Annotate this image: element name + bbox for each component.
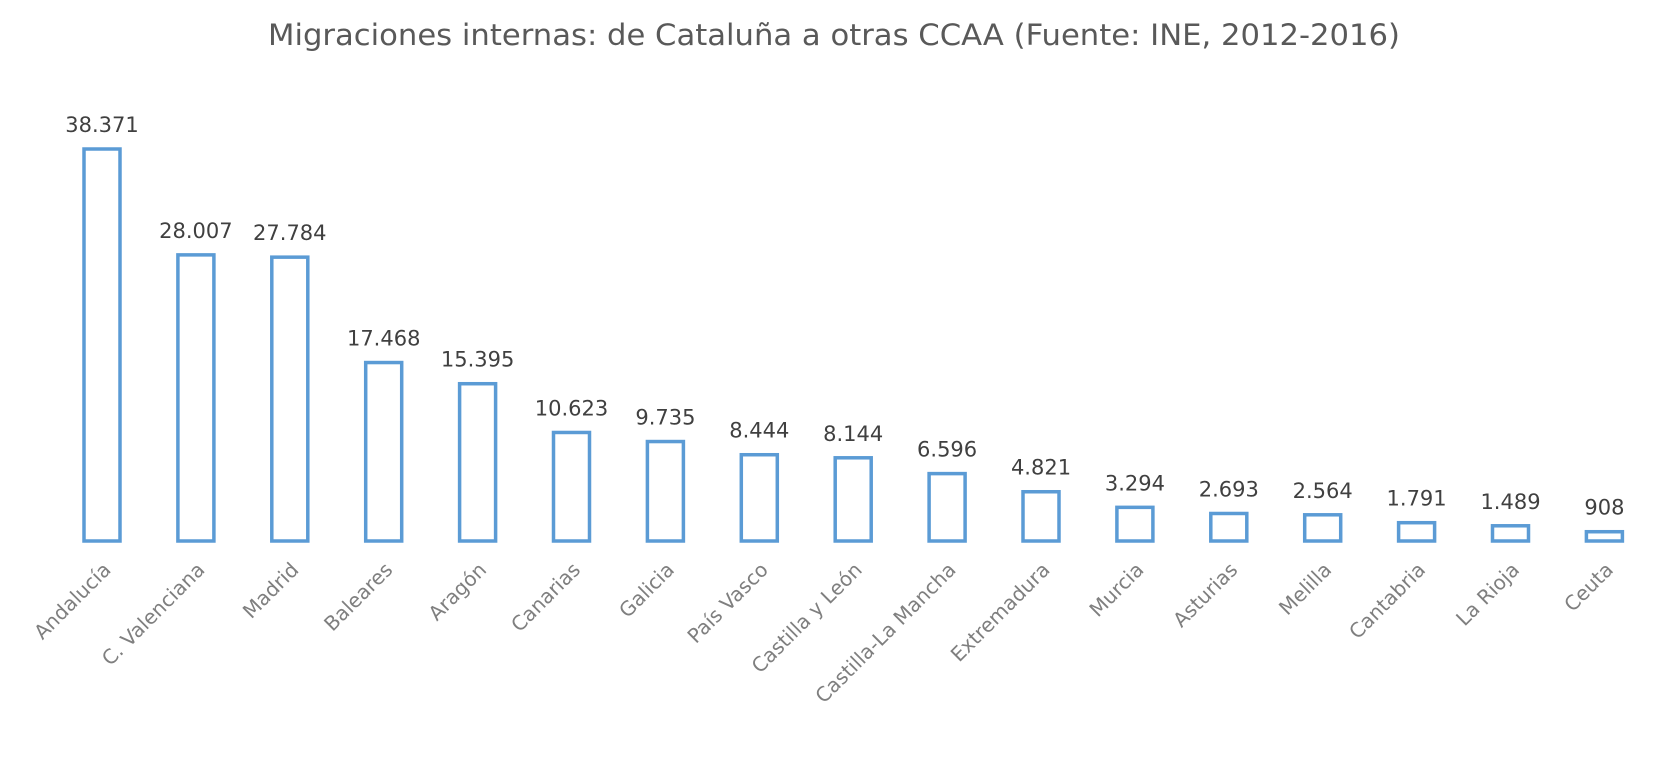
category-label: País Vasco xyxy=(682,558,772,648)
data-label: 10.623 xyxy=(535,396,608,420)
category-label: Cantabria xyxy=(1344,558,1430,644)
bar-10 xyxy=(1021,489,1061,543)
bar-11 xyxy=(1115,505,1155,543)
chart-title: Migraciones internas: de Cataluña a otra… xyxy=(268,18,1400,52)
data-label: 9.735 xyxy=(635,406,695,430)
data-label: 6.596 xyxy=(917,438,977,462)
category-label: Andalucía xyxy=(29,558,116,645)
data-label: 38.371 xyxy=(65,113,138,137)
data-label: 908 xyxy=(1584,496,1624,520)
category-label: Extremadura xyxy=(946,558,1055,667)
category-label: Aragón xyxy=(423,558,491,626)
bar-16 xyxy=(1584,529,1625,543)
category-label: Madrid xyxy=(238,558,304,624)
bar-0 xyxy=(82,147,122,543)
category-label: Galicia xyxy=(614,558,679,623)
category-label: La Rioja xyxy=(1451,558,1524,631)
bar-12 xyxy=(1209,511,1249,543)
bar-13 xyxy=(1302,513,1343,543)
data-label: 2.564 xyxy=(1293,479,1353,503)
bar-3 xyxy=(363,360,404,543)
data-label: 15.395 xyxy=(441,348,514,372)
bar-4 xyxy=(457,381,498,543)
data-label: 27.784 xyxy=(253,221,326,245)
data-label: 1.791 xyxy=(1387,487,1447,511)
category-label: Asturias xyxy=(1168,558,1242,632)
bar-15 xyxy=(1490,524,1531,543)
bar-9 xyxy=(927,471,967,543)
bar-2 xyxy=(270,255,310,543)
category-label: Canarias xyxy=(506,558,585,637)
bar-1 xyxy=(176,253,216,543)
data-label: 1.489 xyxy=(1480,490,1540,514)
data-label: 28.007 xyxy=(159,219,232,243)
data-label: 2.693 xyxy=(1199,477,1259,501)
bar-5 xyxy=(551,430,592,543)
data-label: 4.821 xyxy=(1011,456,1071,480)
data-label: 8.444 xyxy=(729,419,789,443)
bar-8 xyxy=(833,456,873,543)
bars-group xyxy=(82,147,1625,543)
category-label: Melilla xyxy=(1274,558,1336,620)
category-label: Murcia xyxy=(1084,558,1148,622)
bar-6 xyxy=(645,439,686,543)
category-label: Ceuta xyxy=(1559,558,1618,617)
data-labels-group: 38.371 28.007 27.784 17.468 15.395 10.623 9.73… xyxy=(65,113,1624,520)
bar-14 xyxy=(1396,520,1437,543)
data-label: 3.294 xyxy=(1105,471,1165,495)
data-label: 8.144 xyxy=(823,422,883,446)
data-label: 17.468 xyxy=(347,327,420,351)
bar-7 xyxy=(739,452,780,543)
category-label: Baleares xyxy=(319,558,397,636)
